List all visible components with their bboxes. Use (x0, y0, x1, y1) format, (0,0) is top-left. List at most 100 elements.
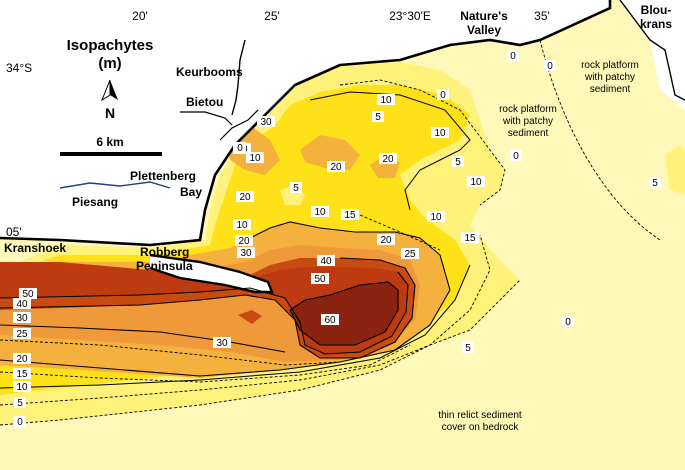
natures-valley-label-2: Valley (467, 23, 501, 37)
piesang-label: Piesang (72, 195, 118, 209)
svg-text:30: 30 (260, 117, 272, 128)
contour-label-west-0: 0 (14, 416, 26, 428)
legend-title: Isopachytes (67, 37, 154, 54)
coastline-main (0, 0, 612, 247)
graticule: 20' 25' 23°30'E 35' 34°S 05' (6, 9, 550, 239)
svg-text:0: 0 (513, 151, 519, 162)
lon-tick-35: 35' (534, 9, 550, 23)
contour-label-c30-bay: 30 (257, 116, 275, 128)
keurbooms-river (231, 39, 246, 116)
contour-label-west-25: 25 (13, 328, 31, 340)
coastline (0, 0, 685, 294)
lon-tick-25: 25' (264, 9, 280, 23)
contour-5-inner (339, 79, 506, 206)
svg-text:10: 10 (236, 220, 248, 231)
contour-50 (0, 271, 409, 355)
contour-label-c15-a: 15 (341, 209, 359, 221)
plettenberg-label: Plettenberg (130, 169, 196, 183)
svg-text:10: 10 (430, 212, 442, 223)
svg-text:50: 50 (22, 289, 34, 300)
kranshoek-label: Kranshoek (4, 241, 66, 255)
svg-text:10: 10 (434, 128, 446, 139)
svg-text:15: 15 (464, 233, 476, 244)
contour-label-c0-d: 0 (510, 150, 522, 162)
contour-label-c10-a: 10 (233, 219, 251, 231)
contour-20 (0, 221, 451, 377)
band-10-pocket-e (420, 105, 460, 140)
svg-text:20: 20 (239, 192, 251, 203)
svg-text:15: 15 (344, 210, 356, 221)
contour-label-c10-f: 10 (467, 176, 485, 188)
svg-text:50: 50 (314, 274, 326, 285)
rock-platform-note-2a: rock platform (499, 104, 557, 115)
contour-label-c20-b: 20 (236, 191, 254, 203)
land (0, 0, 685, 292)
svg-text:5: 5 (17, 398, 23, 409)
rock-platform-note-2b: with patchy (502, 116, 553, 127)
svg-text:20: 20 (330, 162, 342, 173)
svg-text:0: 0 (440, 90, 446, 101)
contour-60 (289, 281, 399, 346)
svg-text:5: 5 (652, 178, 658, 189)
svg-text:5: 5 (293, 183, 299, 194)
keurbooms-label: Keurbooms (176, 65, 243, 79)
east-coast (619, 0, 685, 101)
north-label: N (105, 105, 115, 121)
contour-label-c0-e: 0 (562, 316, 574, 328)
contour-label-west-40: 40 (13, 298, 31, 310)
contour-label-c0-f: 0 (234, 142, 246, 154)
contour-label-c30-south: 30 (213, 337, 231, 349)
svg-text:30: 30 (216, 338, 228, 349)
contour-label-c50: 50 (311, 273, 329, 285)
contour-label-c5-b: 5 (372, 111, 384, 123)
svg-text:10: 10 (16, 382, 28, 393)
svg-text:10: 10 (314, 207, 326, 218)
svg-text:60: 60 (324, 315, 336, 326)
bietou-label: Bietou (186, 95, 223, 109)
contour-5-west (0, 234, 491, 406)
svg-text:20: 20 (16, 354, 28, 365)
contour-label-west-50: 50 (19, 288, 37, 300)
relict-note-1: thin relict sediment (438, 410, 522, 421)
rock-platform-note-1b: with patchy (584, 72, 635, 83)
contour-label-west-20: 20 (13, 353, 31, 365)
svg-text:15: 15 (16, 369, 28, 380)
svg-text:40: 40 (16, 299, 28, 310)
contour-label-c10-g: 10 (427, 211, 445, 223)
svg-text:0: 0 (510, 51, 516, 62)
contour-label-c0-b: 0 (507, 50, 519, 62)
scale-label: 6 km (96, 135, 123, 149)
legend-unit: (m) (98, 55, 121, 72)
contour-label-c10-d: 10 (377, 94, 395, 106)
contour-label-c30-coast: 30 (237, 247, 255, 259)
svg-text:40: 40 (320, 256, 332, 267)
svg-text:10: 10 (470, 177, 482, 188)
svg-text:0: 0 (547, 61, 553, 72)
contour-label-c10-e: 10 (431, 127, 449, 139)
contour-40 (0, 257, 416, 359)
contour-label-c20-c: 20 (327, 161, 345, 173)
svg-text:0: 0 (237, 143, 243, 154)
svg-text:20: 20 (238, 236, 250, 247)
contour-label-west-5: 5 (14, 397, 26, 409)
north-arrow-icon (100, 79, 118, 102)
svg-text:5: 5 (465, 343, 471, 354)
coastline-land (0, 0, 610, 245)
rock-platform-note-1c: sediment (590, 84, 631, 95)
svg-text:5: 5 (455, 157, 461, 168)
piesang-river (59, 181, 171, 189)
contour-10-west (0, 264, 471, 389)
band-40-pocket-h (238, 310, 262, 324)
peninsula-label: Peninsula (136, 259, 193, 273)
rock-platform-note-2c: sediment (508, 128, 549, 139)
svg-text:30: 30 (16, 313, 28, 324)
contour-label-c25: 25 (401, 248, 419, 260)
svg-text:0: 0 (565, 317, 571, 328)
svg-text:10: 10 (380, 95, 392, 106)
contour-10-inner (309, 91, 471, 211)
bloukrans-label-2: krans (640, 17, 672, 31)
east-land (620, 0, 685, 100)
robberg-peninsula-land (150, 255, 272, 292)
svg-text:30: 30 (240, 248, 252, 259)
